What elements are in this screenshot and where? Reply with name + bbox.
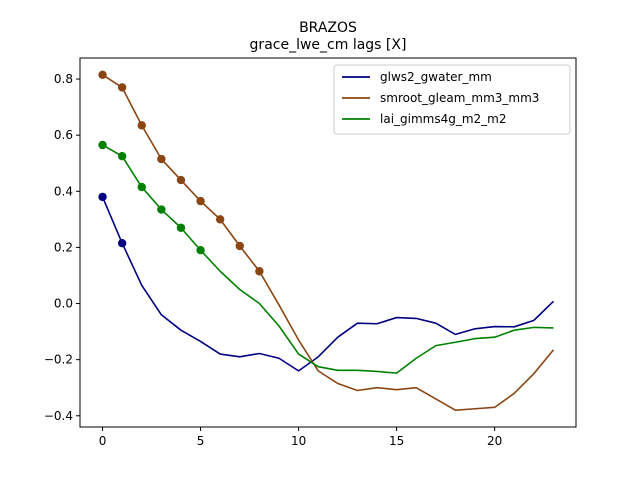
x-tick-label: 15	[389, 434, 404, 448]
series-line-glws2_gwater_mm	[101, 196, 555, 372]
axes-frame	[79, 57, 577, 428]
data-point	[98, 140, 107, 150]
data-point	[215, 215, 225, 224]
y-tick-label: 0.2	[54, 240, 73, 254]
data-point	[98, 192, 107, 202]
data-point	[117, 83, 127, 92]
y-tick-label: 0.0	[54, 297, 73, 311]
data-point	[176, 175, 186, 185]
y-tick-label: 0.4	[54, 184, 73, 198]
data-point	[255, 267, 264, 276]
y-tick-label: 0.6	[54, 128, 73, 142]
x-tick-label: 20	[487, 434, 502, 448]
series-line-lai_gimms4g_m2_m2	[102, 144, 554, 374]
legend-label: lai_gimms4g_m2_m2	[380, 112, 507, 126]
data-point	[117, 239, 127, 248]
chart-subtitle: grace_lwe_cm lags [X]	[250, 37, 407, 53]
data-point	[196, 246, 205, 255]
legend-box	[333, 64, 571, 135]
legend: glws2_gwater_mm smroot_gleam_mm3_mm3 lai_g…	[333, 64, 571, 135]
data-point	[176, 223, 186, 232]
data-point	[117, 152, 127, 161]
x-tick-label: 0	[99, 434, 107, 448]
y-tick-label: −0.4	[44, 409, 73, 423]
y-tick-label: 0.8	[54, 72, 73, 86]
data-point	[98, 70, 107, 80]
data-point	[137, 121, 146, 130]
data-point	[235, 241, 244, 251]
data-point	[157, 154, 166, 164]
legend-label: glws2_gwater_mm	[380, 70, 492, 84]
plot-area: 0 5 10 15 20 −0.4 −0.2 0.0 0.2 0.4 0.6 0.8	[44, 57, 577, 448]
series-line-smroot_gleam_mm3_mm3	[102, 74, 555, 411]
data-point	[157, 205, 166, 214]
data-point	[196, 196, 205, 206]
x-tick-label: 5	[197, 434, 205, 448]
chart-title: BRAZOS	[299, 20, 357, 36]
y-tick-label: −0.2	[44, 353, 73, 367]
data-point	[137, 182, 146, 192]
x-tick-label: 10	[291, 434, 306, 448]
legend-label: smroot_gleam_mm3_mm3	[380, 91, 539, 105]
